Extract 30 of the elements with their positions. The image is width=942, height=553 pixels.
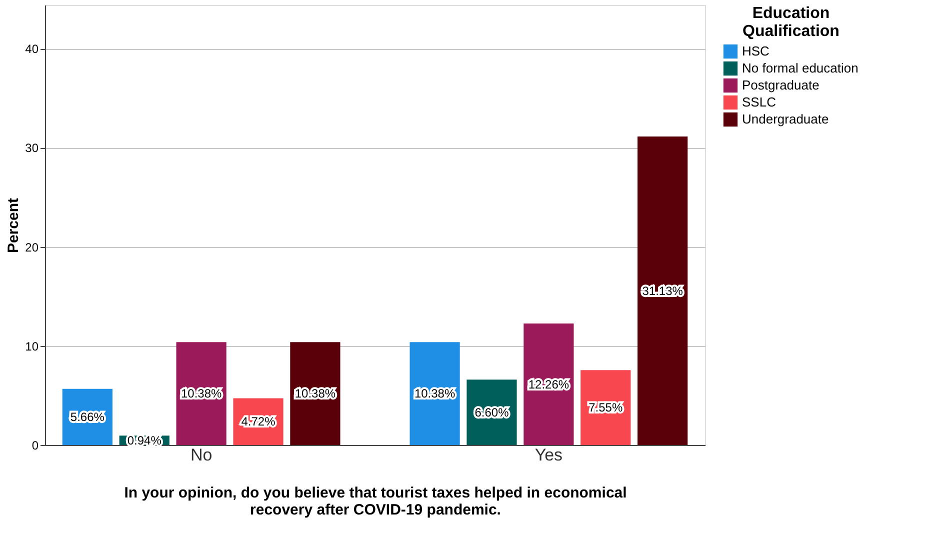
y-tick-label: 40 (25, 42, 39, 56)
y-tick-label: 20 (25, 240, 39, 254)
y-tick-label: 10 (25, 339, 39, 354)
data-label: 4.72% (241, 414, 276, 429)
bar (410, 342, 460, 445)
bar (290, 342, 340, 445)
data-label: 5.66% (70, 410, 105, 424)
data-label: 10.38% (294, 386, 336, 401)
data-label: 10.38% (414, 386, 456, 401)
x-tick-label: No (190, 446, 212, 464)
bar (176, 342, 226, 445)
data-label: 0.94% (127, 433, 162, 448)
data-label: 12.26% (528, 377, 570, 392)
legend-label: SSLC (742, 94, 776, 110)
y-axis-title: Percent (5, 198, 22, 254)
data-label: 7.55% (588, 400, 623, 415)
legend-label: No formal education (742, 60, 858, 76)
x-axis-title: In your opinion, do you believe that tourist taxes helped in economical recovery after COVID-19 pandemic. (124, 484, 627, 518)
legend-label: Undergraduate (742, 112, 829, 126)
data-label: 31.13% (642, 284, 684, 298)
bar (638, 136, 688, 445)
y-tick-label: 30 (25, 141, 39, 156)
bar (524, 324, 574, 445)
y-tick-label: 0 (32, 438, 39, 452)
data-label: 6.60% (474, 405, 510, 420)
legend-label: Postgraduate (742, 78, 820, 92)
legend-label: HSC (742, 44, 770, 58)
legend-title: Education Qualification (742, 5, 840, 40)
x-tick-label: Yes (534, 446, 563, 464)
data-label: 10.38% (180, 386, 222, 401)
